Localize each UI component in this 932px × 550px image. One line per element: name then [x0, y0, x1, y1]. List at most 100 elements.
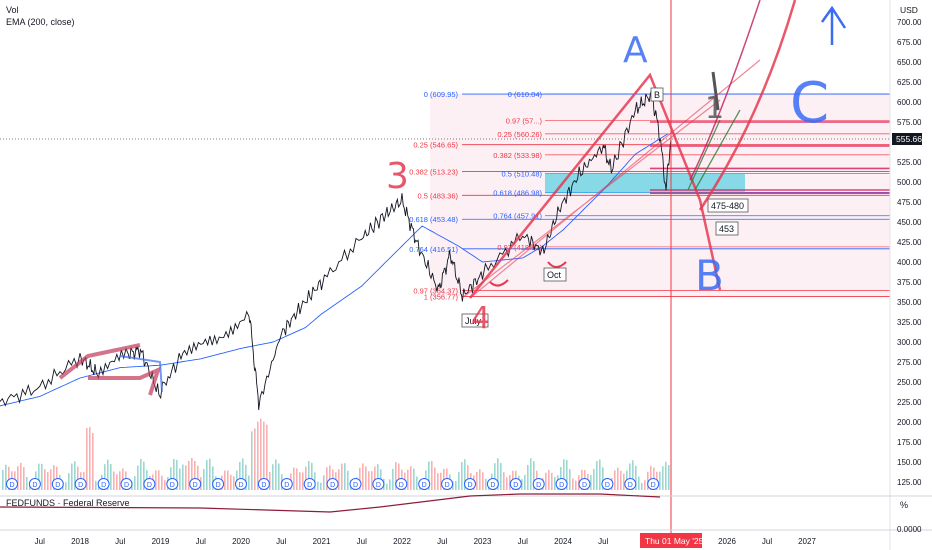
y-tick-label: 275.00: [897, 358, 922, 367]
volume-bar: [566, 459, 568, 490]
annotation-letter: 4: [471, 301, 490, 336]
volume-bar: [617, 467, 619, 490]
dividend-marker-label: D: [124, 482, 129, 489]
drawing-channel: [461, 59, 761, 299]
label-box: [543, 267, 567, 282]
dividend-marker-label: D: [284, 482, 289, 489]
label-text: B: [654, 90, 660, 100]
dividend-marker-label: D: [55, 482, 60, 489]
y-tick-label: 525.00: [897, 158, 922, 167]
fib-levels: 0 (609.95) 0.25 (546.65) 0.382 (513.23) 0.5…: [409, 90, 890, 302]
volume-bar: [164, 480, 166, 490]
volume-bar: [113, 471, 115, 490]
volume-bar: [395, 462, 397, 490]
volume-bar: [440, 472, 442, 490]
subpanel-unit: %: [900, 500, 908, 510]
volume-bar: [341, 463, 343, 490]
annotation-letter: 3: [386, 156, 409, 197]
dividend-marker: [647, 478, 660, 490]
volume-bar: [137, 465, 139, 490]
volume-bar: [665, 461, 667, 490]
volume-bar: [182, 464, 184, 490]
volume-bar: [74, 461, 76, 490]
volume-bar: [434, 467, 436, 490]
price-badge-bg: [892, 133, 922, 145]
volume-bar: [68, 473, 70, 490]
drawing-green-lines: [687, 109, 741, 191]
x-tick-label: Jul: [437, 537, 447, 546]
volume-bar: [476, 471, 478, 490]
y-tick-label: 425.00: [897, 238, 922, 247]
volume-bar: [668, 465, 670, 490]
volume-bar: [482, 472, 484, 490]
volume-bar: [188, 460, 190, 490]
label-text: 475-480: [711, 201, 744, 211]
volume-bar: [530, 458, 532, 490]
ema-line: [0, 133, 668, 407]
volume-bar: [95, 480, 97, 490]
fib-left-label: 0 (609.95): [424, 90, 459, 99]
volume-bar: [455, 480, 457, 490]
drawing-blue-arrow: [820, 5, 847, 45]
volume-bar: [527, 464, 529, 490]
volume-bar: [497, 458, 499, 490]
crosshair-date-bg: [640, 533, 702, 548]
x-tick-label: Jul: [598, 537, 608, 546]
volume-bar: [614, 470, 616, 490]
y-tick-label: 300.00: [897, 338, 922, 347]
volume-bar: [599, 459, 601, 490]
volume-bar: [347, 470, 349, 490]
drawing-wave-A: [469, 72, 722, 299]
volume-bar: [458, 472, 460, 490]
volume-bar: [299, 472, 301, 490]
dividend-marker-label: D: [467, 482, 472, 489]
volume-bar: [233, 476, 235, 490]
volume-bar: [506, 477, 508, 490]
volume-bar: [263, 421, 265, 490]
volume-bar: [320, 482, 322, 490]
dividend-marker-label: D: [651, 482, 656, 489]
y-tick-label: 400.00: [897, 258, 922, 267]
dividend-marker-label: D: [399, 482, 404, 489]
fib-right-label: 0.97 (57...): [506, 116, 543, 125]
volume-bar: [662, 466, 664, 490]
dividend-marker: [441, 478, 454, 490]
volume-bar: [533, 461, 535, 490]
volume-bar: [239, 461, 241, 490]
volume-bar: [50, 469, 52, 490]
volume-bar: [659, 471, 661, 490]
dividend-marker-label: D: [330, 482, 335, 489]
dividend-marker-label: D: [445, 482, 450, 489]
volume-bar: [272, 464, 274, 490]
fib-right-label: 0.382 (533.98): [493, 151, 542, 160]
volume-bar: [5, 464, 7, 490]
dividend-marker-label: D: [628, 482, 633, 489]
subpanel-label: FEDFUNDS · Federal Reserve: [6, 498, 130, 508]
volume-bar: [590, 474, 592, 490]
volume-bar: [206, 460, 208, 490]
dividend-marker: [326, 478, 339, 490]
volume-bar: [620, 470, 622, 490]
x-tick-label: 2018: [71, 537, 89, 546]
volume-bar: [641, 483, 643, 490]
dividend-marker: [257, 478, 270, 490]
x-tick-label: Jul: [518, 537, 528, 546]
dividend-marker-label: D: [422, 482, 427, 489]
volume-bar: [251, 431, 253, 490]
volume-bar: [638, 476, 640, 490]
volume-bar: [89, 427, 91, 490]
volume-bar: [509, 475, 511, 490]
volume-bar: [365, 466, 367, 490]
volume-bar: [326, 467, 328, 490]
volume-bar: [158, 470, 160, 490]
x-tick-label: 2022: [393, 537, 411, 546]
y-tick-label: 675.00: [897, 38, 922, 47]
volume-bar: [173, 459, 175, 490]
volume-bar: [176, 459, 178, 490]
volume-bar: [38, 463, 40, 490]
x-tick-label: 2019: [152, 537, 170, 546]
dividend-marker: [555, 478, 568, 490]
y-tick-label: 475.00: [897, 198, 922, 207]
x-tick-label: 2027: [798, 537, 816, 546]
